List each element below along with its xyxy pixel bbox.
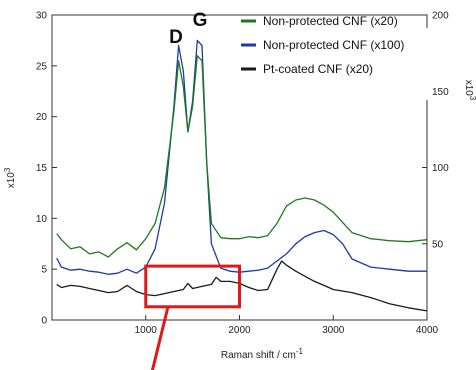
plot-layer (56, 39, 428, 312)
x-axis-label-sup: -1 (296, 347, 304, 356)
y-right-tick-label: 150 (432, 87, 449, 98)
y-left-tick-label: 0 (41, 316, 47, 327)
y-left-tick-label: 25 (36, 61, 48, 72)
y-right-tick-label: 100 (432, 163, 449, 174)
x-axis-label: Raman shift / cm-1 (221, 347, 304, 361)
highlight-pointer (150, 306, 170, 370)
x-tick-label: 2000 (228, 325, 251, 336)
legend-label-2: Non-protected CNF (x100) (263, 38, 404, 52)
right-axis-label-sup: 3 (468, 96, 476, 101)
series-line-3 (56, 260, 428, 312)
legend-label-1: Non-protected CNF (x20) (263, 14, 398, 28)
left-axis-label-sup: 3 (3, 167, 12, 172)
right-axis-label: x103 (463, 80, 476, 101)
legend-background (256, 28, 430, 100)
peak-label-g: G (193, 10, 208, 31)
peak-label-d: D (169, 27, 183, 48)
y-left-tick-label: 10 (36, 214, 48, 225)
y-left-tick-label: 20 (36, 112, 48, 123)
series-line-1 (56, 55, 428, 258)
highlight-box (144, 264, 241, 309)
y-left-tick-label: 5 (41, 265, 47, 276)
x-tick-label: 3000 (322, 325, 345, 336)
left-axis-label: x103 (3, 167, 17, 188)
y-right-tick-label: 200 (432, 11, 449, 22)
legend: Non-protected CNF (x20) Non-protected CN… (241, 14, 430, 100)
y-left-tick-label: 15 (36, 163, 48, 174)
legend-label-3: Pt-coated CNF (x20) (263, 62, 373, 76)
right-axis-label-text: x10 (463, 80, 474, 97)
left-axis-label-text: x10 (6, 172, 17, 189)
x-axis-label-text: Raman shift / cm (221, 350, 296, 361)
y-right-tick-label: 50 (432, 239, 444, 250)
y-left-tick-label: 30 (36, 11, 48, 22)
x-tick-label: 1000 (135, 325, 158, 336)
axis-layer: 1000 2000 3000 4000 0 5 10 15 20 25 30 50 100 150 200 (36, 11, 449, 337)
x-tick-label: 4000 (416, 325, 439, 336)
